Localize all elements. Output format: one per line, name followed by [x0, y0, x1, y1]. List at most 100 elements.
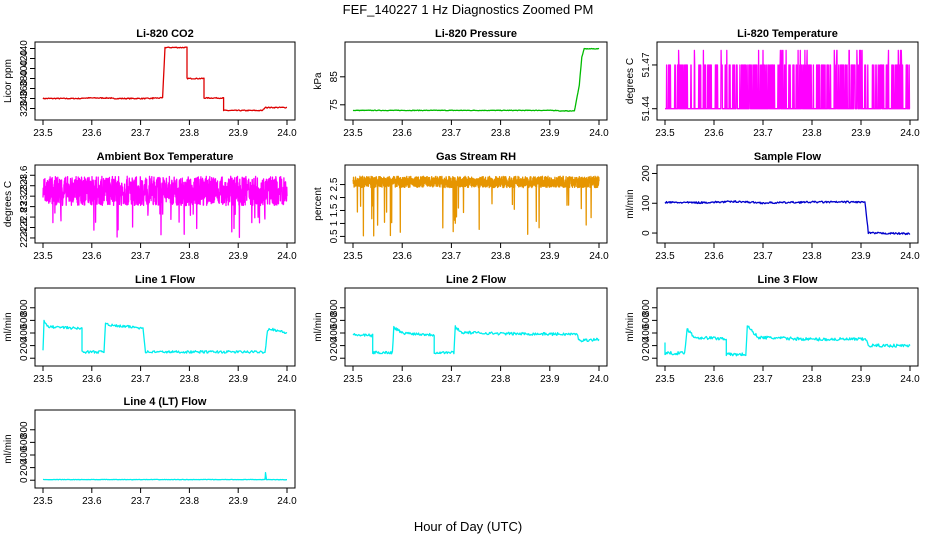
y-tick-label: 0	[19, 477, 30, 483]
x-tick-label: 23.6	[704, 251, 724, 262]
y-tick-label: 600	[329, 312, 340, 329]
x-tick-label: 23.7	[753, 128, 773, 139]
y-axis-label: ml/min	[625, 189, 636, 218]
x-tick-label: 23.7	[442, 128, 462, 139]
chart-panel-8: Line 2 Flow 23.5 23.6 23.7 23.8 23.9 24.0 02004…	[313, 274, 609, 385]
x-tick-label: 23.8	[180, 251, 200, 262]
plot-frame	[34, 164, 296, 244]
y-tick-label: 600	[19, 434, 30, 451]
y-tick-label: 200	[641, 165, 652, 182]
chart-panel-4: Ambient Box Temperature 23.5 23.6 23.7 23.8 2…	[3, 151, 297, 262]
chart-panel-5: Gas Stream RH 23.5 23.6 23.7 23.8 23.9 24.0 0.5…	[313, 151, 609, 262]
x-tick-label: 23.5	[655, 128, 675, 139]
plot-frame	[344, 164, 608, 244]
y-axis-label: degrees C	[625, 58, 636, 104]
y-axis-label: degrees C	[3, 181, 14, 227]
x-tick-label: 23.8	[491, 128, 511, 139]
y-tick-label: 200	[641, 337, 652, 354]
y-tick-label: 0.5	[329, 229, 340, 243]
chart-panel-1: Li-820 CO2 23.5 23.6 23.7 23.8 23.9 24.0 320340…	[3, 28, 297, 139]
x-tick-label: 23.7	[131, 128, 151, 139]
y-tick-label: 22.4	[19, 228, 30, 248]
y-tick-label: 400	[19, 60, 30, 77]
y-tick-label: 800	[329, 299, 340, 316]
chart-panel-3: Li-820 Temperature 23.5 23.6 23.7 23.8 23.9 24…	[625, 28, 920, 139]
panel-title: Sample Flow	[754, 151, 822, 163]
y-axis-label: ml/min	[3, 312, 14, 341]
x-tick-label: 23.8	[802, 374, 822, 385]
y-tick-label: 23.6	[19, 165, 30, 185]
x-tick-label: 23.9	[228, 251, 248, 262]
y-axis-label: ml/min	[625, 312, 636, 341]
panel-grid: Li-820 CO2 23.5 23.6 23.7 23.8 23.9 24.0 320340…	[3, 28, 920, 507]
data-series-line	[352, 325, 600, 355]
y-tick-label: 23	[19, 201, 30, 213]
x-tick-label: 23.6	[82, 496, 102, 507]
y-tick-label: 0	[641, 230, 652, 236]
x-tick-label: 23.7	[131, 374, 151, 385]
plot-frame	[656, 164, 919, 244]
y-axis-label: Licor ppm	[3, 59, 14, 103]
y-tick-label: 800	[641, 299, 652, 316]
y-tick-label: 380	[19, 70, 30, 87]
panel-title: Line 1 Flow	[135, 274, 195, 286]
x-tick-label: 23.5	[33, 128, 53, 139]
x-tick-label: 23.8	[491, 374, 511, 385]
x-tick-label: 24.0	[900, 374, 920, 385]
y-tick-label: 400	[19, 446, 30, 463]
x-tick-label: 23.7	[442, 374, 462, 385]
x-tick-label: 23.6	[82, 128, 102, 139]
y-axis-label: ml/min	[313, 312, 324, 341]
y-tick-label: 440	[19, 40, 30, 57]
x-tick-label: 23.9	[228, 374, 248, 385]
y-tick-label: 100	[641, 194, 652, 211]
data-series-line	[664, 49, 911, 110]
y-tick-label: 800	[19, 299, 30, 316]
data-series-line	[42, 471, 287, 481]
y-tick-label: 51.47	[641, 52, 652, 77]
y-tick-label: 23.4	[19, 176, 30, 196]
x-tick-label: 23.7	[442, 251, 462, 262]
x-axis-label: Hour of Day (UTC)	[414, 519, 522, 534]
panel-title: Line 2 Flow	[446, 274, 506, 286]
x-tick-label: 23.5	[33, 251, 53, 262]
y-tick-label: 1	[329, 220, 340, 226]
x-tick-label: 23.9	[851, 374, 871, 385]
x-tick-label: 23.6	[82, 251, 102, 262]
y-tick-label: 1.5	[329, 203, 340, 217]
x-tick-label: 23.5	[33, 496, 53, 507]
x-tick-label: 23.7	[753, 374, 773, 385]
x-tick-label: 23.5	[655, 374, 675, 385]
y-tick-label: 0	[329, 355, 340, 361]
x-tick-label: 24.0	[900, 128, 920, 139]
figure-title: FEF_140227 1 Hz Diagnostics Zoomed PM	[343, 2, 594, 17]
y-tick-label: 320	[19, 100, 30, 117]
y-tick-label: 0	[19, 355, 30, 361]
y-tick-label: 85	[329, 71, 340, 83]
y-tick-label: 200	[329, 337, 340, 354]
y-axis-label: percent	[313, 187, 324, 221]
x-tick-label: 23.9	[851, 251, 871, 262]
y-tick-label: 800	[19, 421, 30, 438]
plot-frame	[656, 287, 919, 367]
x-tick-label: 24.0	[900, 251, 920, 262]
y-axis-label: kPa	[313, 72, 324, 90]
y-tick-label: 420	[19, 50, 30, 67]
panel-title: Line 4 (LT) Flow	[124, 396, 207, 408]
x-tick-label: 24.0	[277, 374, 297, 385]
x-tick-label: 23.6	[704, 128, 724, 139]
panel-title: Line 3 Flow	[758, 274, 818, 286]
x-tick-label: 23.8	[180, 496, 200, 507]
x-tick-label: 24.0	[277, 496, 297, 507]
x-tick-label: 23.5	[343, 374, 363, 385]
x-tick-label: 23.6	[392, 128, 412, 139]
y-tick-label: 200	[19, 459, 30, 476]
x-tick-label: 24.0	[589, 128, 609, 139]
x-tick-label: 23.8	[491, 251, 511, 262]
x-tick-label: 23.8	[180, 128, 200, 139]
panel-title: Ambient Box Temperature	[97, 151, 234, 163]
x-tick-label: 23.8	[802, 251, 822, 262]
plot-frame	[34, 41, 296, 121]
x-tick-label: 23.7	[131, 496, 151, 507]
y-tick-label: 22.6	[19, 217, 30, 237]
